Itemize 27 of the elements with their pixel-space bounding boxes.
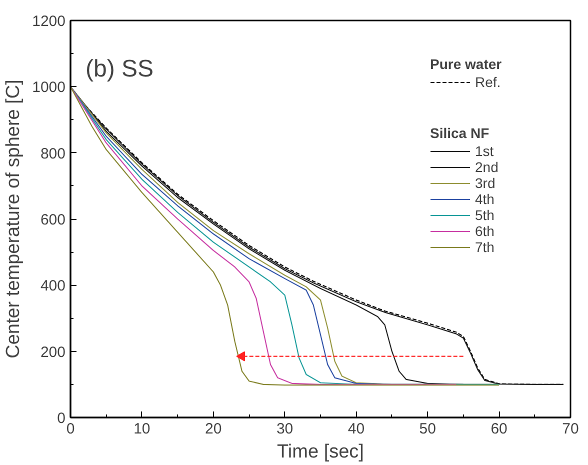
y-tick-label: 800 — [40, 145, 66, 162]
legend-label: 4th — [475, 191, 495, 207]
x-tick-label: 60 — [490, 420, 508, 438]
legend-title: Pure water — [430, 56, 502, 72]
x-tick-label: 40 — [348, 420, 365, 438]
y-tick-label: 0 — [57, 410, 66, 427]
x-tick-label: 70 — [562, 420, 579, 438]
annotation: (b) SS — [86, 56, 154, 82]
annotation: Silica NF — [430, 125, 490, 141]
legend-label: Ref. — [475, 74, 501, 90]
y-tick-label: 1000 — [32, 79, 66, 96]
x-tick-label: 10 — [134, 420, 150, 438]
x-axis-title: Time [sec] — [277, 442, 364, 462]
y-axis-title: Center temperature of sphere [C] — [3, 80, 24, 358]
y-tick-label: 600 — [40, 212, 66, 228]
legend-label: 5th — [475, 207, 495, 223]
x-tick-label: 50 — [419, 420, 436, 438]
legend-label: 3rd — [475, 175, 496, 191]
x-tick-label: 20 — [205, 420, 222, 438]
y-tick-label: 400 — [40, 278, 66, 295]
x-tick-label: 30 — [276, 420, 294, 438]
legend-label: 2nd — [475, 159, 498, 175]
legend-label: 1st — [475, 143, 495, 159]
legend-label: 7th — [475, 239, 495, 255]
legend-label: 6th — [475, 223, 495, 239]
y-tick-label: 1200 — [32, 13, 66, 30]
y-tick-label: 200 — [40, 344, 66, 361]
